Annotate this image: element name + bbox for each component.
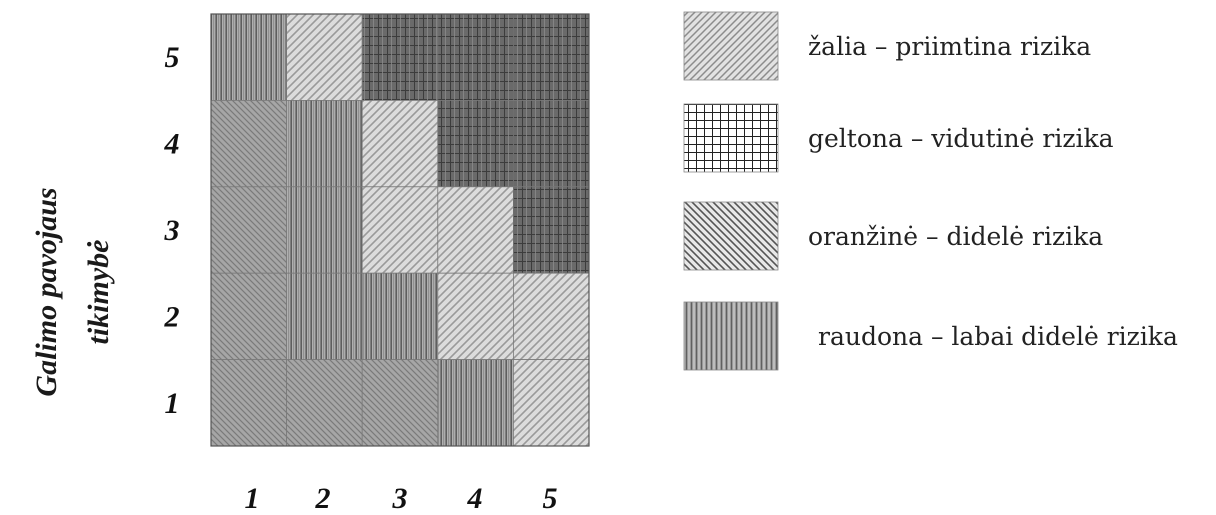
x-tick-label-5: 5 — [543, 482, 558, 515]
matrix-cell-5-5-yellow — [513, 13, 590, 101]
matrix-cell-2-3-red — [286, 186, 363, 274]
risk-matrix-grid — [210, 13, 590, 447]
x-tick-label-2: 2 — [315, 482, 331, 515]
matrix-cell-3-3-green — [361, 186, 439, 274]
matrix-cell-2-4-red — [286, 100, 363, 188]
y-tick-label-1: 1 — [165, 387, 180, 420]
legend-swatch-yellow — [683, 103, 779, 173]
matrix-cell-4-2-green — [437, 272, 514, 361]
matrix-cell-1-1-orange — [210, 359, 287, 447]
x-tick-label-1: 1 — [245, 482, 260, 515]
matrix-cell-5-3-yellow — [513, 186, 590, 274]
matrix-cell-3-5-yellow — [361, 13, 439, 101]
y-tick-label-4: 4 — [164, 128, 180, 161]
x-tick-label-3: 3 — [392, 482, 408, 515]
matrix-cell-3-2-red — [361, 272, 439, 361]
matrix-cell-1-5-red — [210, 13, 287, 101]
matrix-cell-4-5-yellow — [437, 13, 514, 101]
matrix-cell-5-2-green — [513, 272, 590, 361]
legend-label-green: žalia – priimtina rizika — [808, 32, 1091, 61]
matrix-cell-2-1-orange — [286, 359, 363, 447]
y-tick-label-5: 5 — [165, 41, 180, 74]
x-tick-label-4: 4 — [467, 482, 483, 515]
legend-swatch-green — [683, 11, 779, 81]
y-axis-ticks: 1 2 3 4 5 — [164, 41, 180, 420]
matrix-cell-3-1-orange — [361, 359, 439, 447]
legend-swatch-red — [683, 301, 779, 371]
matrix-cell-4-4-yellow — [437, 100, 514, 188]
matrix-cell-1-4-orange — [210, 100, 287, 188]
legend: žalia – priimtina rizika geltona – viduti… — [683, 11, 1178, 371]
matrix-frame — [210, 13, 590, 447]
y-tick-label-2: 2 — [164, 300, 180, 333]
matrix-cell-1-2-orange — [210, 272, 287, 361]
legend-swatch-orange — [683, 201, 779, 271]
matrix-cell-5-4-yellow — [513, 100, 590, 188]
matrix-cell-3-4-green — [361, 100, 439, 188]
matrix-cell-2-2-red — [286, 272, 363, 361]
y-axis-label-line2: tikimybė — [82, 240, 115, 345]
legend-label-orange: oranžinė – didelė rizika — [808, 222, 1103, 251]
matrix-cell-1-3-orange — [210, 186, 287, 274]
matrix-cell-4-1-red — [437, 359, 514, 447]
x-axis-ticks: 1 2 3 4 5 — [245, 482, 558, 515]
matrix-cell-2-5-green — [286, 13, 363, 101]
matrix-cell-4-3-green — [437, 186, 514, 274]
y-axis-label: Galimo pavojaus tikimybė — [30, 187, 115, 396]
legend-label-yellow: geltona – vidutinė rizika — [808, 124, 1114, 153]
y-tick-label-3: 3 — [164, 214, 180, 247]
matrix-cell-5-1-green — [513, 359, 590, 447]
legend-label-red: raudona – labai didelė rizika — [818, 322, 1178, 351]
y-axis-label-line1: Galimo pavojaus — [30, 187, 63, 396]
